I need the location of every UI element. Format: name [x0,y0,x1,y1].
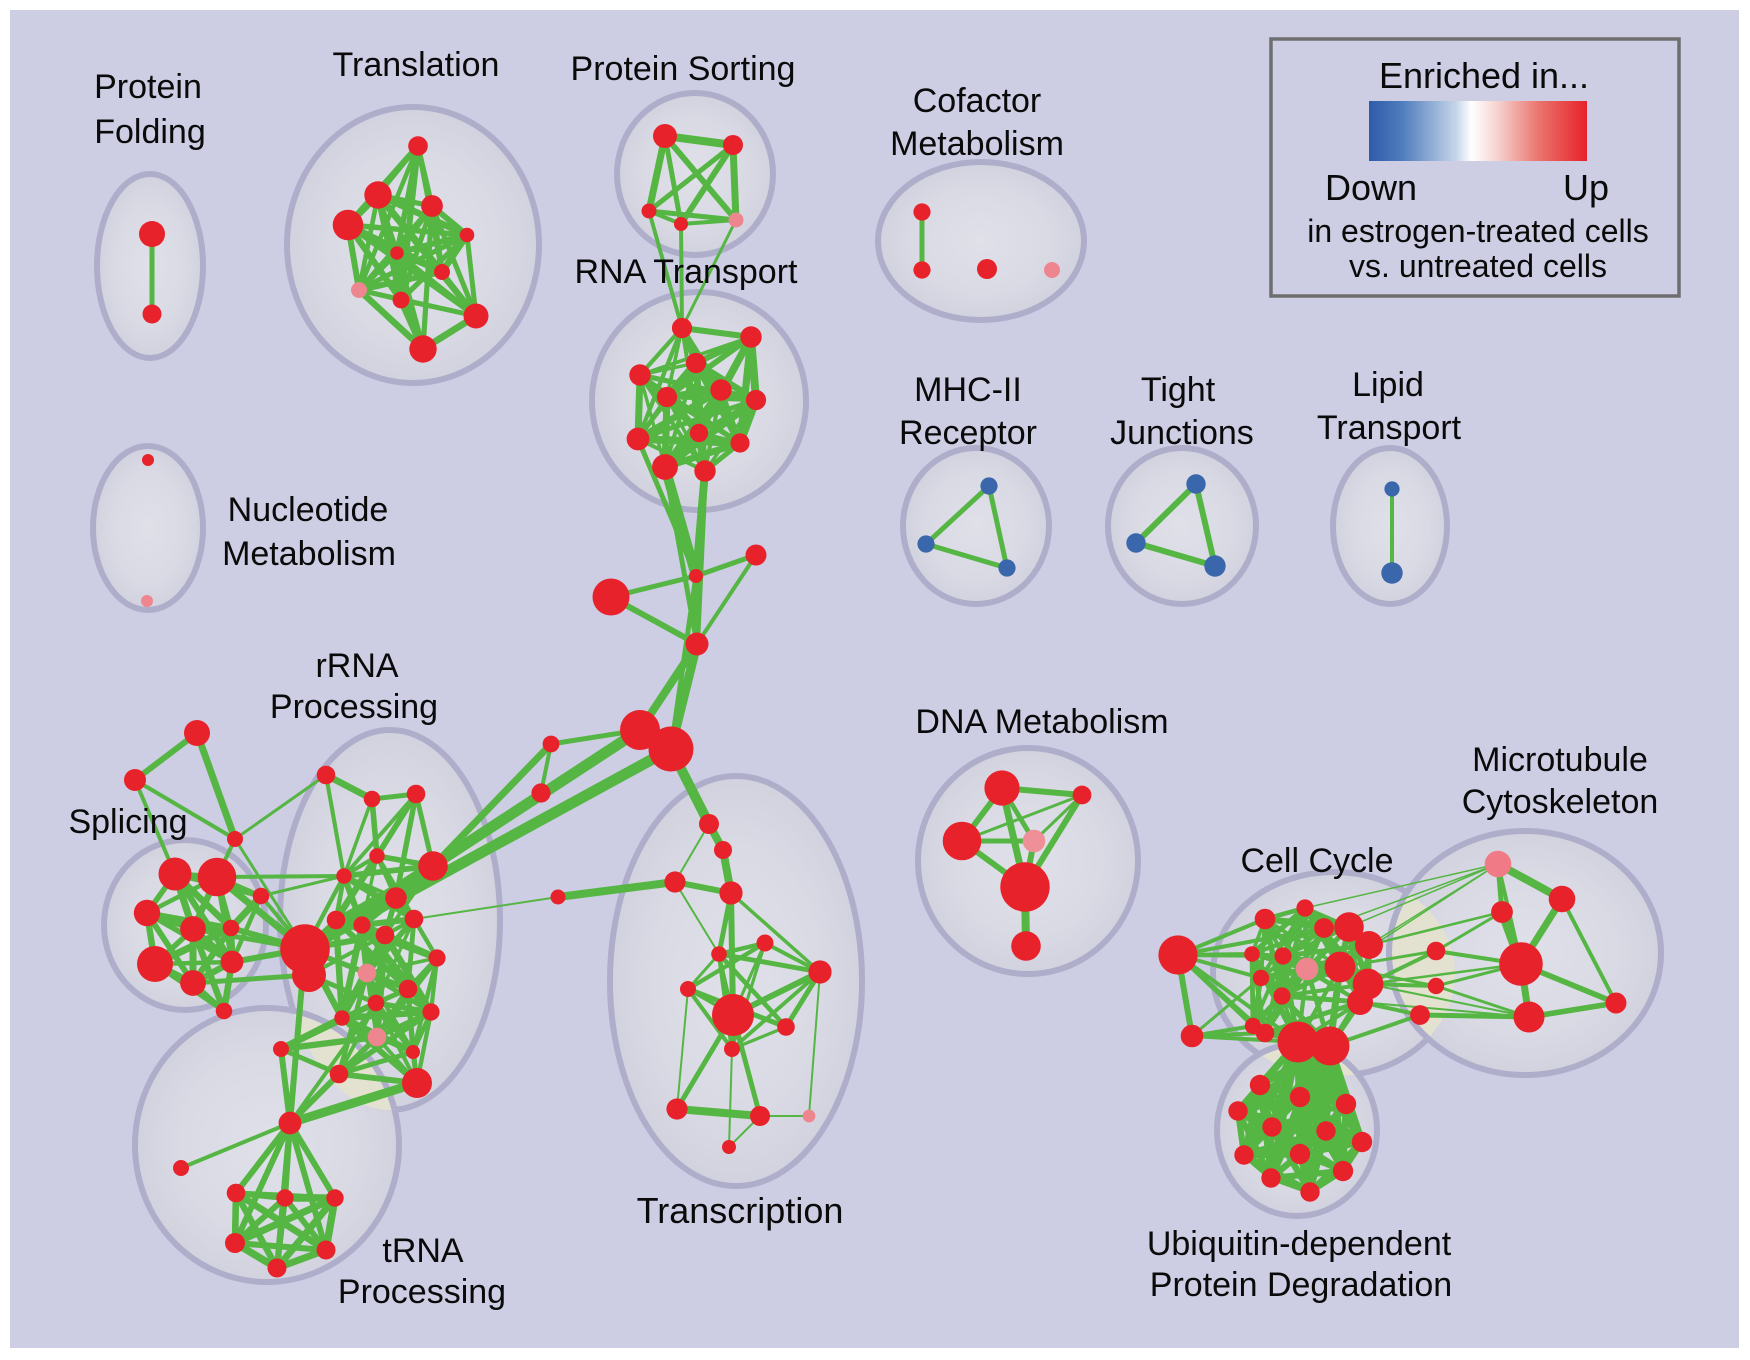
svg-text:RNA Transport: RNA Transport [575,253,799,291]
svg-text:Microtubule: Microtubule [1472,741,1648,779]
svg-text:Transcription: Transcription [637,1190,844,1231]
svg-text:Processing: Processing [338,1273,506,1311]
svg-text:Metabolism: Metabolism [890,125,1064,163]
svg-text:Protein Sorting: Protein Sorting [571,50,796,88]
svg-text:Tight: Tight [1141,371,1216,409]
svg-text:rRNA: rRNA [315,647,398,685]
svg-text:Folding: Folding [94,113,206,151]
svg-text:Protein: Protein [94,68,202,106]
svg-text:Lipid: Lipid [1352,366,1424,404]
svg-text:Ubiquitin-dependent: Ubiquitin-dependent [1147,1225,1452,1263]
svg-text:Enriched in...: Enriched in... [1379,55,1589,96]
svg-text:Receptor: Receptor [899,414,1037,452]
svg-text:Cytoskeleton: Cytoskeleton [1462,783,1659,821]
svg-text:tRNA: tRNA [382,1232,464,1270]
svg-text:MHC-II: MHC-II [914,371,1022,409]
svg-text:Transport: Transport [1317,409,1462,447]
svg-text:Protein Degradation: Protein Degradation [1150,1266,1452,1304]
svg-text:Translation: Translation [333,46,500,84]
svg-text:Cofactor: Cofactor [913,82,1042,120]
svg-text:Splicing: Splicing [68,803,187,841]
svg-text:Metabolism: Metabolism [222,535,396,573]
svg-text:vs. untreated cells: vs. untreated cells [1349,248,1607,284]
svg-text:DNA Metabolism: DNA Metabolism [915,703,1168,741]
svg-text:Cell Cycle: Cell Cycle [1240,842,1393,880]
svg-text:Processing: Processing [270,688,438,726]
svg-text:Nucleotide: Nucleotide [228,491,389,529]
svg-text:Junctions: Junctions [1110,414,1254,452]
svg-text:Down: Down [1325,167,1417,208]
svg-text:Up: Up [1563,167,1609,208]
svg-text:in estrogen-treated cells: in estrogen-treated cells [1307,213,1649,249]
